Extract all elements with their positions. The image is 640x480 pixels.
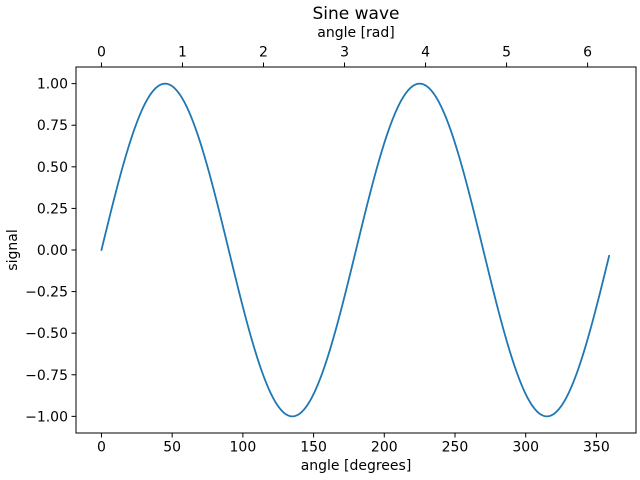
x-tick-label: 150: [300, 440, 327, 456]
y-tick-label: 0.50: [37, 160, 68, 176]
top-tick-label: 1: [178, 45, 187, 61]
y-tick-label: −0.50: [25, 326, 68, 342]
y-tick-label: 0.00: [37, 243, 68, 259]
x-tick-label: 350: [583, 440, 610, 456]
x-axis-label: angle [degrees]: [301, 458, 412, 474]
x-tick-label: 50: [163, 440, 181, 456]
x-tick-label: 250: [442, 440, 469, 456]
top-tick-label: 5: [502, 45, 511, 61]
y-tick-label: 1.00: [37, 77, 68, 93]
top-tick-label: 2: [259, 45, 268, 61]
top-tick-label: 0: [97, 45, 106, 61]
x-tick-label: 100: [230, 440, 257, 456]
y-tick-label: 0.75: [37, 118, 68, 134]
y-tick-label: −0.75: [25, 368, 68, 384]
top-tick-label: 6: [583, 45, 592, 61]
top-tick-label: 3: [340, 45, 349, 61]
x-tick-label: 300: [512, 440, 539, 456]
chart-title: Sine wave: [313, 4, 400, 24]
y-axis-label: signal: [5, 229, 21, 270]
sine-curve-line: [100, 82, 611, 418]
y-tick-label: −1.00: [25, 409, 68, 425]
top-tick-label: 4: [421, 45, 430, 61]
x-tick-label: 0: [97, 440, 106, 456]
x-tick-label: 200: [371, 440, 398, 456]
y-tick-label: 0.25: [37, 201, 68, 217]
data-series: [100, 82, 611, 418]
top-x-axis-label: angle [rad]: [317, 25, 394, 41]
axes-frame: [75, 66, 637, 434]
y-tick-label: −0.25: [25, 285, 68, 301]
axis-ticks: 0 50 100 150 200 250 300 350−1.00−0.75−0.50−0.2…: [25, 45, 610, 456]
